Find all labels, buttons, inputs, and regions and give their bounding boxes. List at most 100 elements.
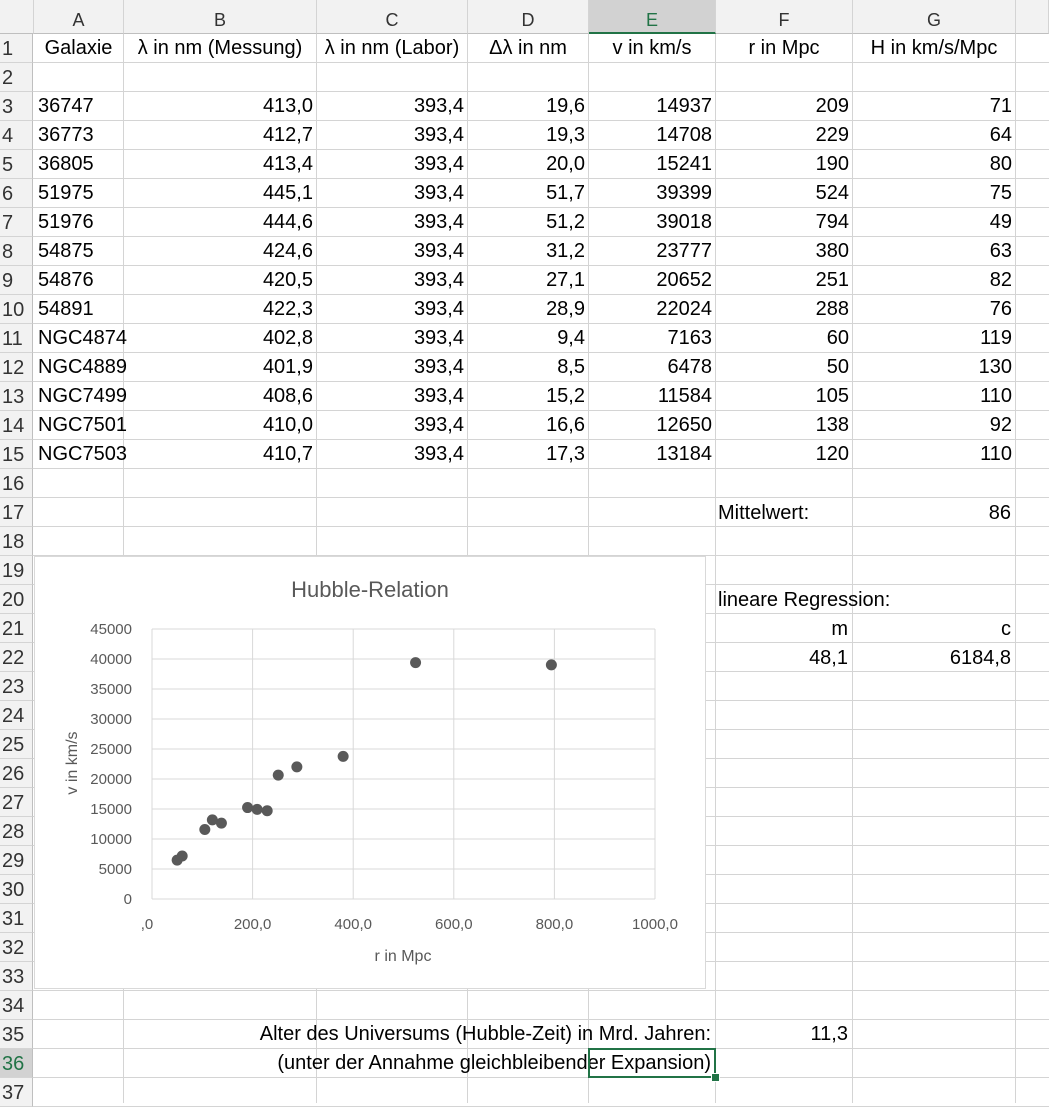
chart-data-point[interactable] — [199, 823, 211, 835]
active-cell-selection[interactable] — [588, 1048, 716, 1078]
column-header-d[interactable]: D — [468, 0, 589, 34]
row-header-26[interactable]: 26 — [0, 759, 33, 788]
regression-c-value[interactable]: 6184,8 — [949, 647, 1011, 669]
row-header-7[interactable]: 7 — [0, 208, 33, 237]
cell-h[interactable]: 63 — [989, 240, 1012, 262]
cell-lambda_mess[interactable]: 410,7 — [262, 443, 313, 465]
row-header-35[interactable]: 35 — [0, 1020, 33, 1049]
regression-label[interactable]: lineare Regression: — [718, 589, 891, 611]
row-header-16[interactable]: 16 — [0, 469, 33, 498]
chart-data-point[interactable] — [291, 761, 303, 773]
hubble-time-value[interactable]: 11,3 — [810, 1023, 848, 1045]
cell-galaxie[interactable]: NGC7499 — [38, 385, 127, 407]
row-header-9[interactable]: 9 — [0, 266, 33, 295]
cell-delta_lambda[interactable]: 20,0 — [546, 153, 585, 175]
cell-r[interactable]: 105 — [815, 385, 849, 407]
header-h[interactable]: H in km/s/Mpc — [870, 37, 998, 59]
cell-lambda_labor[interactable]: 393,4 — [413, 327, 464, 349]
cell-delta_lambda[interactable]: 28,9 — [546, 298, 585, 320]
cell-r[interactable]: 138 — [815, 414, 849, 436]
chart-data-point[interactable] — [215, 817, 227, 829]
header-lambda-labor[interactable]: λ in nm (Labor) — [324, 37, 460, 59]
row-header-33[interactable]: 33 — [0, 962, 33, 991]
cell-lambda_mess[interactable]: 424,6 — [262, 240, 313, 262]
cell-v[interactable]: 15241 — [656, 153, 712, 175]
cell-lambda_labor[interactable]: 393,4 — [413, 182, 464, 204]
row-header-25[interactable]: 25 — [0, 730, 33, 759]
cell-delta_lambda[interactable]: 19,3 — [546, 124, 585, 146]
row-header-10[interactable]: 10 — [0, 295, 33, 324]
cell-r[interactable]: 524 — [815, 182, 849, 204]
row-header-21[interactable]: 21 — [0, 614, 33, 643]
cell-lambda_labor[interactable]: 393,4 — [413, 443, 464, 465]
cell-v[interactable]: 14937 — [656, 95, 712, 117]
cell-delta_lambda[interactable]: 16,6 — [546, 414, 585, 436]
cell-lambda_labor[interactable]: 393,4 — [413, 356, 464, 378]
chart-data-point[interactable] — [251, 803, 263, 815]
cell-v[interactable]: 22024 — [656, 298, 712, 320]
cell-galaxie[interactable]: 36805 — [38, 153, 94, 175]
chart-data-point[interactable] — [171, 854, 183, 866]
cell-delta_lambda[interactable]: 8,5 — [557, 356, 585, 378]
cell-delta_lambda[interactable]: 15,2 — [546, 385, 585, 407]
row-header-15[interactable]: 15 — [0, 440, 33, 469]
cell-lambda_labor[interactable]: 393,4 — [413, 95, 464, 117]
cell-galaxie[interactable]: 51975 — [38, 182, 94, 204]
cell-galaxie[interactable]: 54876 — [38, 269, 94, 291]
row-header-11[interactable]: 11 — [0, 324, 33, 353]
row-header-1[interactable]: 1 — [0, 34, 33, 63]
cell-galaxie[interactable]: NGC4874 — [38, 327, 127, 349]
cell-r[interactable]: 50 — [826, 356, 849, 378]
row-header-2[interactable]: 2 — [0, 63, 33, 92]
cell-h[interactable]: 71 — [989, 95, 1012, 117]
header-r[interactable]: r in Mpc — [748, 37, 820, 59]
cell-lambda_labor[interactable]: 393,4 — [413, 414, 464, 436]
cell-r[interactable]: 288 — [815, 298, 849, 320]
cell-lambda_mess[interactable]: 413,4 — [262, 153, 313, 175]
cell-delta_lambda[interactable]: 19,6 — [546, 95, 585, 117]
cell-lambda_mess[interactable]: 444,6 — [262, 211, 313, 233]
column-header-g[interactable]: G — [853, 0, 1016, 34]
chart-data-point[interactable] — [337, 750, 349, 762]
chart-data-point[interactable] — [261, 805, 273, 817]
row-header-36[interactable]: 36 — [0, 1049, 33, 1078]
cell-delta_lambda[interactable]: 27,1 — [546, 269, 585, 291]
cell-lambda_labor[interactable]: 393,4 — [413, 385, 464, 407]
row-header-17[interactable]: 17 — [0, 498, 33, 527]
cell-delta_lambda[interactable]: 17,3 — [546, 443, 585, 465]
cell-h[interactable]: 64 — [989, 124, 1012, 146]
cell-h[interactable]: 76 — [989, 298, 1012, 320]
hubble-chart[interactable]: Hubble-Relation 0 5000 10000 15000 20000 2500… — [34, 556, 706, 989]
row-header-12[interactable]: 12 — [0, 353, 33, 382]
header-delta-lambda[interactable]: Δλ in nm — [489, 37, 567, 59]
regression-m-value[interactable]: 48,1 — [809, 647, 848, 669]
cell-h[interactable]: 80 — [989, 153, 1012, 175]
cell-v[interactable]: 12650 — [656, 414, 712, 436]
row-header-3[interactable]: 3 — [0, 92, 33, 121]
cell-lambda_labor[interactable]: 393,4 — [413, 211, 464, 233]
cell-galaxie[interactable]: NGC4889 — [38, 356, 127, 378]
cell-lambda_labor[interactable]: 393,4 — [413, 269, 464, 291]
row-header-13[interactable]: 13 — [0, 382, 33, 411]
cell-delta_lambda[interactable]: 9,4 — [557, 327, 585, 349]
mittelwert-value[interactable]: 86 — [988, 502, 1011, 524]
cell-h[interactable]: 75 — [989, 182, 1012, 204]
cell-galaxie[interactable]: NGC7501 — [38, 414, 127, 436]
cell-h[interactable]: 119 — [980, 327, 1012, 349]
chart-data-point[interactable] — [410, 657, 422, 669]
chart-data-point[interactable] — [242, 802, 254, 814]
cell-delta_lambda[interactable]: 51,2 — [546, 211, 585, 233]
row-header-5[interactable]: 5 — [0, 150, 33, 179]
row-header-31[interactable]: 31 — [0, 904, 33, 933]
cell-lambda_mess[interactable]: 402,8 — [262, 327, 313, 349]
hubble-time-label[interactable]: Alter des Universums (Hubble-Zeit) in Mr… — [259, 1023, 711, 1045]
cell-r[interactable]: 794 — [815, 211, 849, 233]
regression-c-label[interactable]: c — [1001, 618, 1011, 640]
cell-v[interactable]: 13184 — [656, 443, 712, 465]
column-header-f[interactable]: F — [716, 0, 853, 34]
row-header-30[interactable]: 30 — [0, 875, 33, 904]
header-v[interactable]: v in km/s — [612, 37, 692, 59]
column-header-e[interactable]: E — [589, 0, 716, 34]
cell-r[interactable]: 190 — [815, 153, 849, 175]
row-header-32[interactable]: 32 — [0, 933, 33, 962]
